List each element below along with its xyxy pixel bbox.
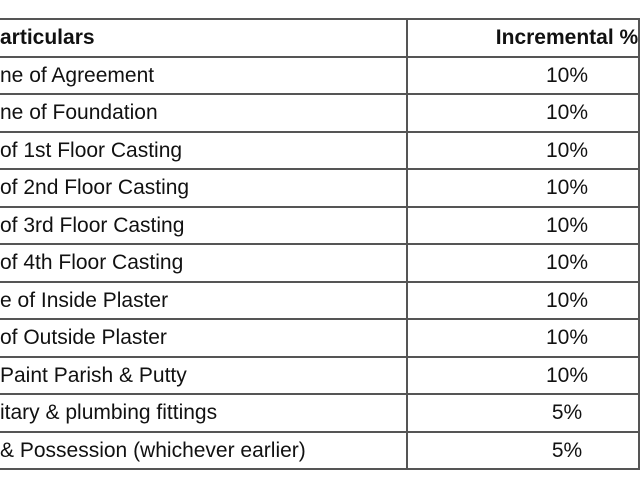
row-line: [0, 281, 640, 283]
row-line: [0, 93, 640, 95]
particular-cell: ne of Foundation: [0, 101, 158, 124]
percent-cell: 10%: [545, 101, 589, 124]
row-line: [0, 131, 640, 133]
percent-cell: 5%: [551, 439, 583, 462]
row-line: [0, 18, 640, 20]
row-line: [0, 393, 640, 395]
particular-cell: of Outside Plaster: [0, 326, 167, 349]
percent-cell: 10%: [545, 251, 589, 274]
header-cell: Incremental %: [495, 26, 639, 49]
percent-cell: 10%: [545, 139, 589, 162]
particular-cell: & Possession (whichever earlier): [0, 439, 306, 462]
particular-cell: Paint Parish & Putty: [0, 364, 187, 387]
percent-cell: 10%: [545, 214, 589, 237]
particular-cell: of 3rd Floor Casting: [0, 214, 185, 237]
row-line: [0, 56, 640, 58]
row-line: [0, 356, 640, 358]
particular-cell: ne of Agreement: [0, 64, 155, 87]
row-line: [0, 468, 640, 470]
header-cell: articulars: [0, 26, 95, 49]
percent-cell: 10%: [545, 289, 589, 312]
row-line: [0, 168, 640, 170]
percent-cell: 10%: [545, 364, 589, 387]
percent-cell: 10%: [545, 326, 589, 349]
percent-cell: 10%: [545, 64, 589, 87]
percent-cell: 5%: [551, 401, 583, 424]
row-line: [0, 206, 640, 208]
particular-cell: itary & plumbing fittings: [0, 401, 218, 424]
row-line: [0, 318, 640, 320]
percent-cell: 10%: [545, 176, 589, 199]
particular-cell: of 1st Floor Casting: [0, 139, 183, 162]
row-line: [0, 243, 640, 245]
particular-cell: of 4th Floor Casting: [0, 251, 184, 274]
particular-cell: e of Inside Plaster: [0, 289, 169, 312]
particular-cell: of 2nd Floor Casting: [0, 176, 190, 199]
row-line: [0, 431, 640, 433]
